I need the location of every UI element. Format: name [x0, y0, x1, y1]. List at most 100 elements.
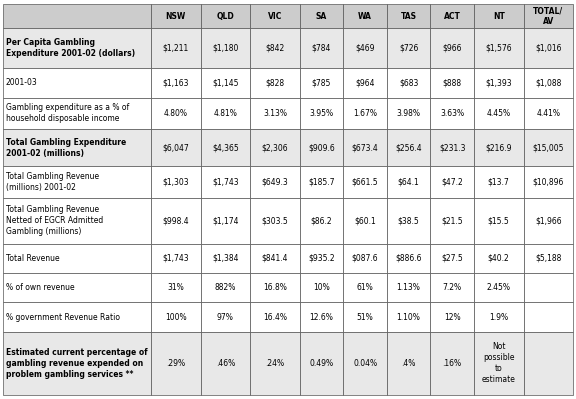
Bar — [474, 332, 524, 395]
Bar — [524, 302, 573, 332]
Bar — [151, 68, 200, 98]
Bar — [387, 244, 430, 273]
Text: $1,016: $1,016 — [535, 44, 562, 53]
Bar — [387, 4, 430, 28]
Bar — [387, 273, 430, 302]
Text: $888: $888 — [442, 79, 462, 87]
Text: $649.3: $649.3 — [262, 177, 289, 186]
Text: $86.2: $86.2 — [310, 216, 332, 225]
Bar — [387, 28, 430, 68]
Text: $1,393: $1,393 — [486, 79, 512, 87]
Bar — [387, 129, 430, 166]
Bar — [200, 98, 250, 129]
Bar — [151, 332, 200, 395]
Bar — [3, 244, 151, 273]
Bar — [343, 302, 387, 332]
Text: $1,576: $1,576 — [486, 44, 512, 53]
Bar — [430, 129, 474, 166]
Bar — [300, 4, 343, 28]
Bar — [524, 198, 573, 244]
Bar — [200, 332, 250, 395]
Bar — [474, 28, 524, 68]
Bar — [3, 198, 151, 244]
Text: 3.98%: 3.98% — [397, 109, 420, 118]
Text: $10,896: $10,896 — [533, 177, 564, 186]
Bar — [524, 28, 573, 68]
Text: 3.63%: 3.63% — [440, 109, 464, 118]
Bar — [250, 28, 300, 68]
Text: $15,005: $15,005 — [533, 143, 564, 152]
Bar — [300, 198, 343, 244]
Text: $935.2: $935.2 — [308, 254, 335, 263]
Bar — [250, 129, 300, 166]
Bar — [343, 166, 387, 198]
Text: 3.13%: 3.13% — [263, 109, 287, 118]
Text: % of own revenue: % of own revenue — [6, 283, 74, 292]
Text: 1.13%: 1.13% — [397, 283, 420, 292]
Text: .16%: .16% — [442, 359, 462, 368]
Text: 0.04%: 0.04% — [353, 359, 377, 368]
Text: $964: $964 — [355, 79, 375, 87]
Bar — [151, 4, 200, 28]
Text: Per Capita Gambling
Expenditure 2001-02 (dollars): Per Capita Gambling Expenditure 2001-02 … — [6, 38, 135, 58]
Text: Gambling expenditure as a % of
household disposable income: Gambling expenditure as a % of household… — [6, 103, 129, 124]
Text: $841.4: $841.4 — [262, 254, 288, 263]
Bar — [3, 166, 151, 198]
Text: $966: $966 — [442, 44, 462, 53]
Bar — [151, 302, 200, 332]
Text: $27.5: $27.5 — [441, 254, 463, 263]
Text: $909.6: $909.6 — [308, 143, 335, 152]
Text: 7.2%: 7.2% — [442, 283, 462, 292]
Bar — [343, 198, 387, 244]
Text: 4.45%: 4.45% — [487, 109, 511, 118]
Bar — [343, 4, 387, 28]
Text: $303.5: $303.5 — [262, 216, 289, 225]
Bar — [200, 198, 250, 244]
Bar — [474, 198, 524, 244]
Bar — [200, 4, 250, 28]
Text: VIC: VIC — [268, 12, 282, 21]
Bar — [300, 98, 343, 129]
Bar — [151, 28, 200, 68]
Bar — [300, 68, 343, 98]
Text: 0.49%: 0.49% — [309, 359, 334, 368]
Text: $1,145: $1,145 — [212, 79, 238, 87]
Bar — [300, 28, 343, 68]
Text: $1,303: $1,303 — [162, 177, 189, 186]
Text: $087.6: $087.6 — [352, 254, 378, 263]
Bar — [474, 4, 524, 28]
Bar — [343, 129, 387, 166]
Bar — [430, 98, 474, 129]
Text: 882%: 882% — [215, 283, 236, 292]
Bar — [3, 28, 151, 68]
Bar — [343, 98, 387, 129]
Bar — [430, 244, 474, 273]
Text: $1,180: $1,180 — [212, 44, 238, 53]
Text: $40.2: $40.2 — [488, 254, 510, 263]
Text: 16.8%: 16.8% — [263, 283, 287, 292]
Text: NT: NT — [493, 12, 505, 21]
Bar — [250, 166, 300, 198]
Text: .4%: .4% — [401, 359, 416, 368]
Bar — [430, 166, 474, 198]
Bar — [250, 68, 300, 98]
Text: 2001-03: 2001-03 — [6, 79, 37, 87]
Text: $216.9: $216.9 — [486, 143, 512, 152]
Text: $661.5: $661.5 — [352, 177, 378, 186]
Text: 100%: 100% — [165, 312, 187, 322]
Bar — [524, 244, 573, 273]
Bar — [524, 273, 573, 302]
Text: 51%: 51% — [357, 312, 373, 322]
Text: .29%: .29% — [166, 359, 185, 368]
Bar — [300, 244, 343, 273]
Bar — [151, 98, 200, 129]
Bar — [200, 302, 250, 332]
Bar — [3, 302, 151, 332]
Bar — [387, 68, 430, 98]
Text: $886.6: $886.6 — [395, 254, 422, 263]
Bar — [430, 273, 474, 302]
Bar — [151, 129, 200, 166]
Text: 2.45%: 2.45% — [487, 283, 511, 292]
Text: $47.2: $47.2 — [441, 177, 463, 186]
Text: $1,743: $1,743 — [162, 254, 189, 263]
